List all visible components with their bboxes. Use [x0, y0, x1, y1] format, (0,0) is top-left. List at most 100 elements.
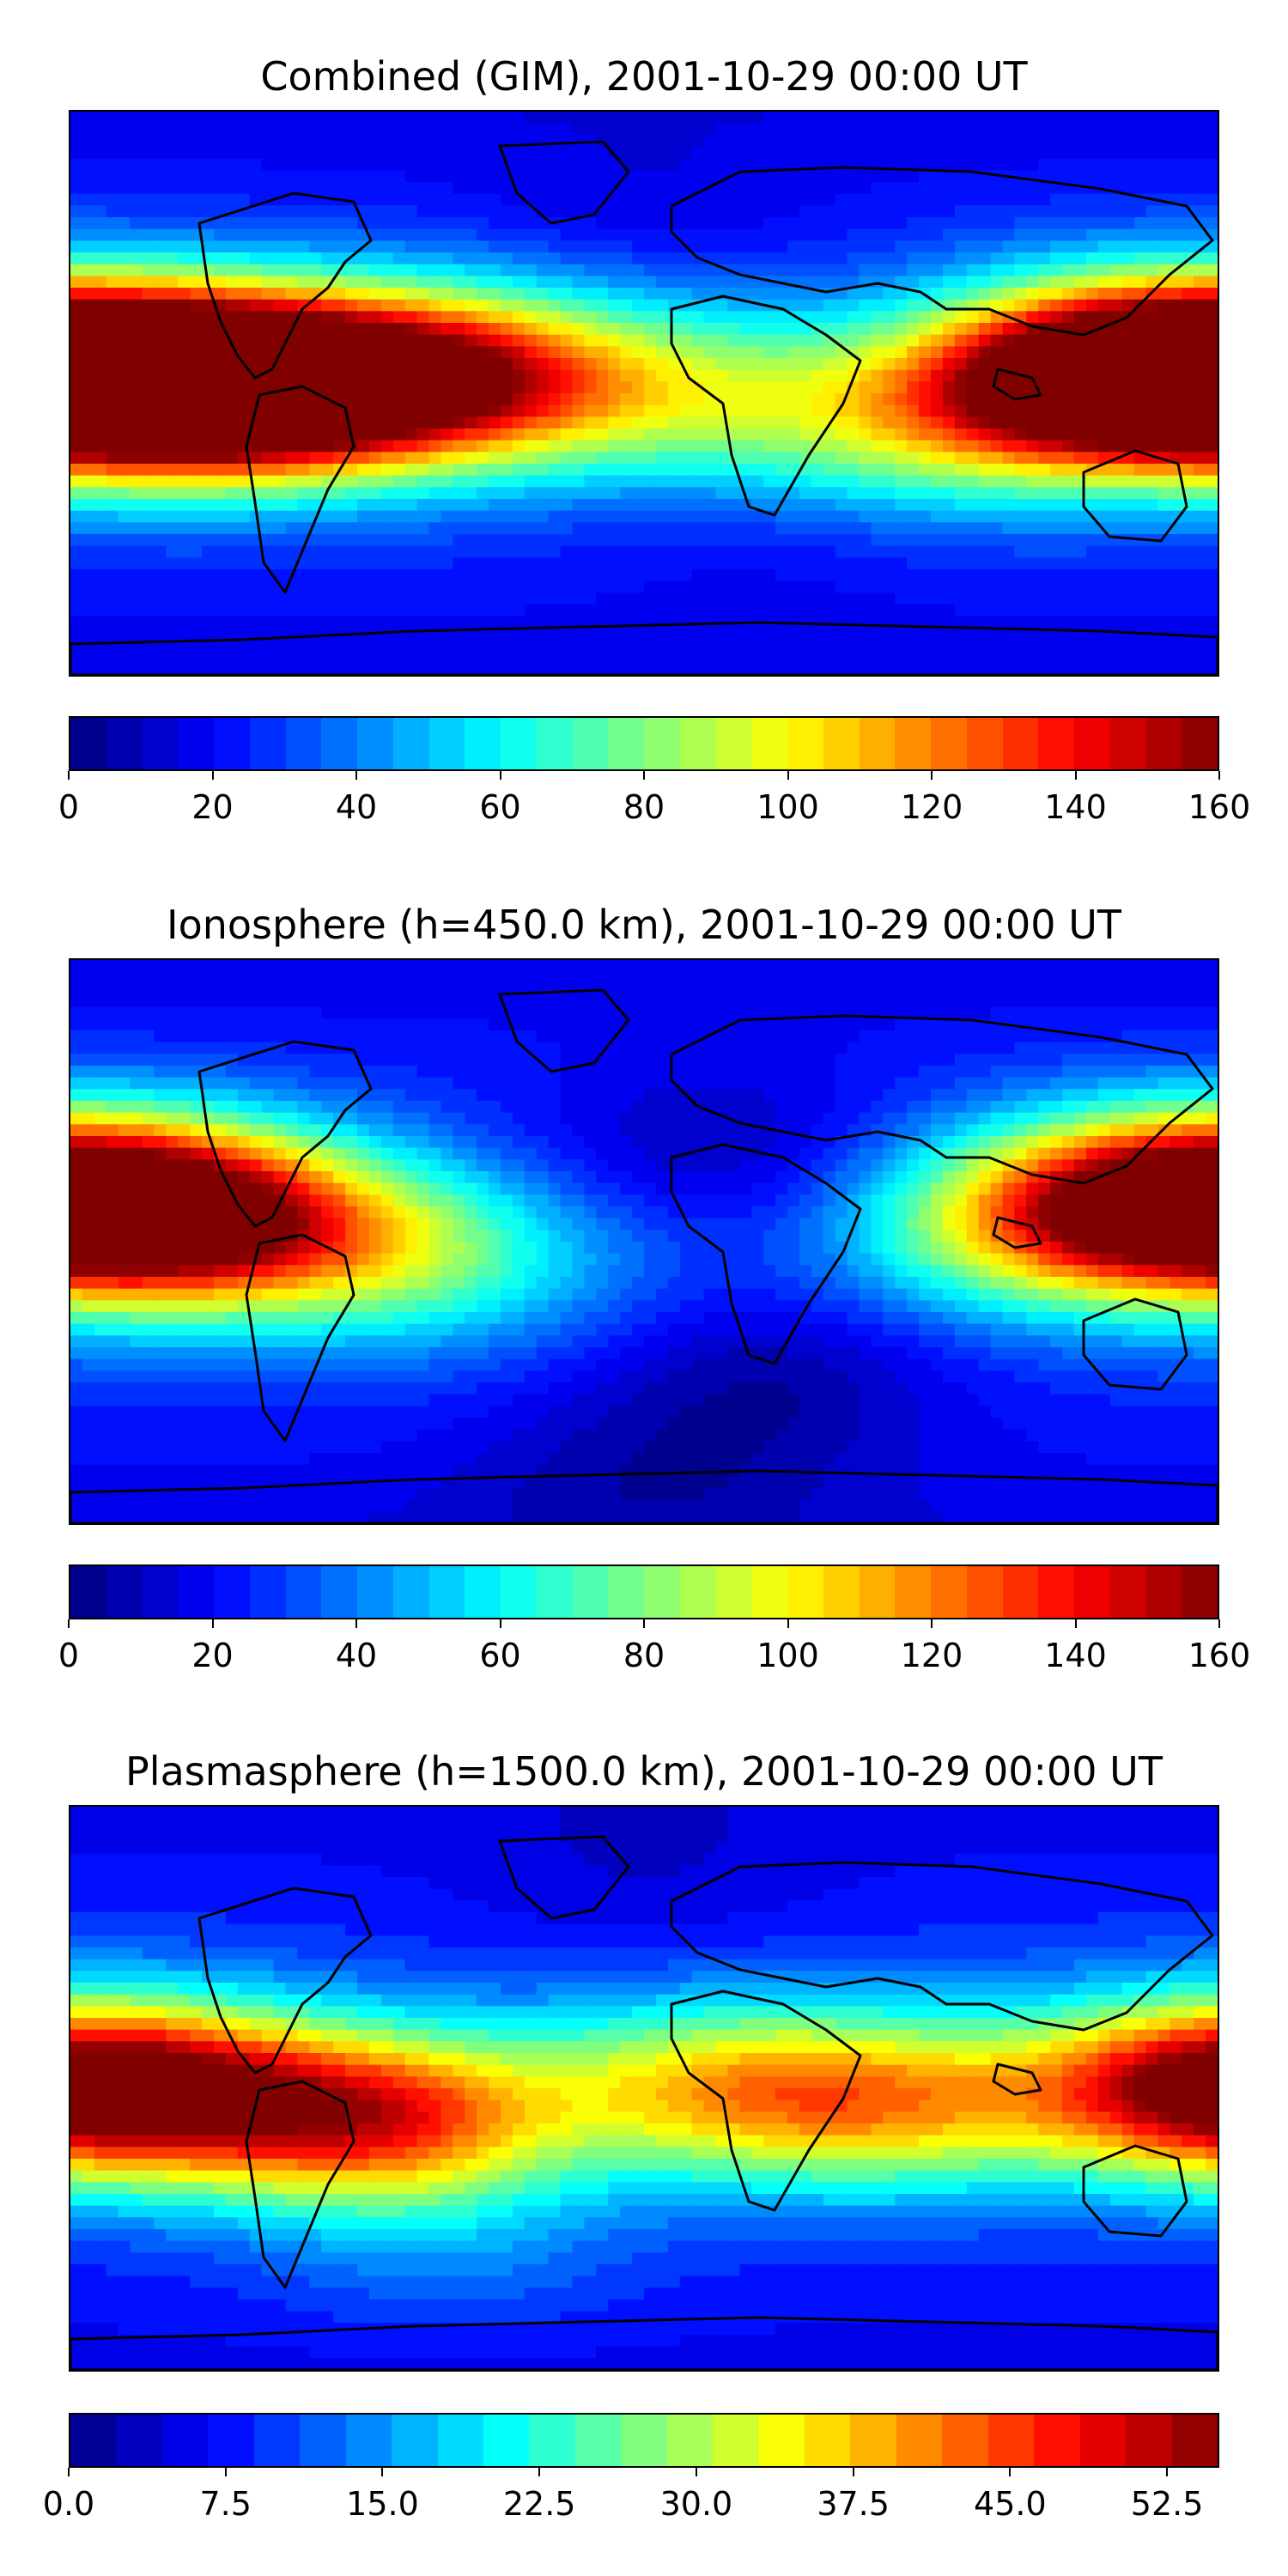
heat-cell: [489, 205, 501, 218]
heat-cell: [333, 147, 346, 160]
heat-cell: [978, 475, 992, 488]
heat-cell: [727, 228, 740, 241]
heat-cell: [214, 452, 227, 465]
heat-cell: [548, 240, 562, 253]
heat-cell: [142, 416, 155, 429]
heat-cell: [380, 288, 394, 301]
heat-cell: [703, 205, 717, 218]
heat-cell: [1026, 487, 1039, 500]
heat-cell: [465, 323, 477, 336]
heat-cell: [536, 557, 550, 570]
heat-cell: [249, 971, 263, 984]
heat-cell: [931, 983, 944, 996]
heat-cell: [333, 995, 346, 1008]
heat-cell: [142, 522, 155, 535]
heat-cell: [154, 971, 167, 984]
heat-cell: [70, 193, 83, 206]
heat-cell: [1074, 393, 1087, 406]
heat-cell: [1050, 311, 1063, 324]
heat-cell: [237, 651, 251, 664]
heat-cell: [178, 346, 191, 359]
heat-cell: [404, 323, 418, 336]
heat-cell: [70, 323, 83, 336]
heat-cell: [990, 240, 1004, 253]
heat-cell: [477, 628, 489, 641]
heat-cell: [1133, 264, 1147, 276]
heat-cell: [178, 369, 191, 382]
heat-cell: [978, 358, 992, 371]
heat-cell: [489, 404, 501, 417]
heat-cell: [644, 393, 657, 406]
heat-cell: [799, 123, 812, 136]
heat-cell: [237, 288, 251, 301]
heat-cell: [1133, 381, 1147, 394]
heat-cell: [572, 640, 586, 653]
heat-cell: [739, 323, 752, 336]
heat-cell: [489, 475, 501, 488]
heat-cell: [118, 416, 131, 429]
heat-cell: [106, 252, 119, 265]
heat-cell: [225, 960, 239, 973]
heat-cell: [1074, 346, 1087, 359]
heat-cell: [416, 475, 430, 488]
heat-cell: [489, 252, 501, 265]
heat-cell: [94, 276, 107, 289]
heat-cell: [82, 135, 95, 148]
heat-cell: [333, 663, 346, 675]
heat-cell: [632, 510, 645, 523]
heat-cell: [966, 158, 980, 171]
heat-cell: [249, 112, 263, 125]
heat-cell: [297, 592, 310, 605]
heat-cell: [775, 592, 788, 605]
heat-cell: [106, 971, 119, 984]
heat-cell: [1026, 123, 1039, 136]
heat-cell: [835, 404, 848, 417]
heat-cell: [392, 663, 406, 675]
heat-cell: [691, 334, 705, 347]
heat-cell: [178, 299, 191, 312]
heat-cell: [990, 135, 1004, 148]
heat-cell: [703, 428, 717, 441]
heat-cell: [691, 557, 705, 570]
heat-cell: [655, 182, 669, 195]
heat-cell: [548, 592, 562, 605]
heat-cell: [751, 428, 764, 441]
heat-cell: [1026, 971, 1039, 984]
heat-cell: [703, 464, 717, 477]
heat-cell: [1170, 346, 1182, 359]
heat-cell: [1050, 334, 1063, 347]
heat-cell: [416, 487, 430, 500]
heat-cell: [142, 346, 155, 359]
heat-cell: [249, 487, 263, 500]
heat-cell: [691, 663, 705, 675]
heat-cell: [249, 452, 263, 465]
heat-cell: [966, 334, 980, 347]
heat-cell: [380, 545, 394, 558]
heat-cell: [763, 983, 776, 996]
heat-cell: [357, 428, 370, 441]
heat-cell: [1038, 135, 1051, 148]
heat-cell: [477, 404, 489, 417]
heat-cell: [1085, 123, 1099, 136]
heat-cell: [787, 323, 800, 336]
heat-cell: [357, 452, 370, 465]
heat-cell: [225, 381, 239, 394]
heat-cell: [1026, 440, 1039, 453]
heat-cell: [501, 264, 513, 276]
heat-cell: [465, 640, 477, 653]
heat-cell: [249, 580, 263, 593]
heat-cell: [225, 452, 239, 465]
heat-cell: [190, 960, 203, 973]
heat-cell: [1194, 123, 1206, 136]
heat-cell: [440, 334, 453, 347]
heat-cell: [919, 971, 932, 984]
heat-cell: [775, 651, 788, 664]
heat-cell: [357, 960, 370, 973]
heat-cell: [787, 499, 800, 512]
heat-cell: [321, 960, 334, 973]
heat-cell: [273, 252, 287, 265]
heat-cell: [297, 369, 310, 382]
heat-cell: [94, 112, 107, 125]
heat-cell: [632, 193, 645, 206]
heat-cell: [82, 205, 95, 218]
